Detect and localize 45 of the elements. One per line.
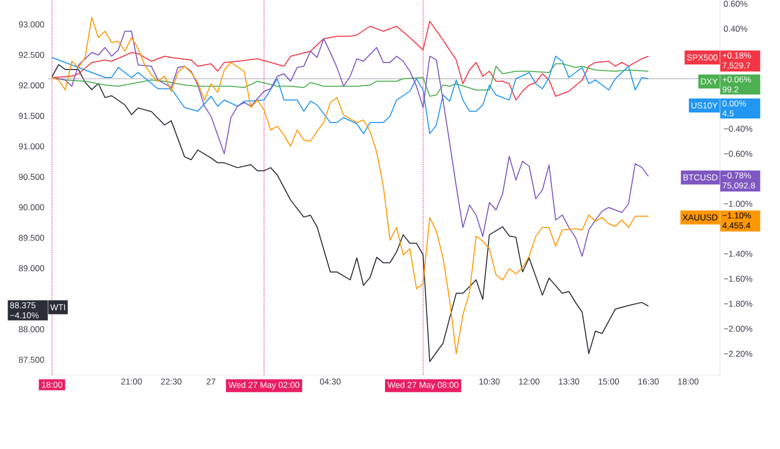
text: +0.06% 99.2 (722, 76, 751, 92)
y-tick-label: 91.000 (18, 143, 44, 150)
x-tick-label: 12:00 (519, 378, 540, 385)
y-tick-label: 91.500 (18, 112, 44, 119)
text: WTI (50, 304, 65, 310)
y-tick-label: 92.500 (18, 52, 44, 58)
ref-line-label: Wed 27 May 02:00 (228, 382, 300, 390)
text: +0.18% 7,529.7 (722, 52, 751, 70)
text: −1.10% 4,455.4 (722, 212, 751, 230)
x-tick-label: 04:30 (320, 378, 341, 385)
y-tick-label: 88.000 (18, 326, 44, 332)
y-tick-label: 89.500 (18, 234, 44, 241)
text: 88.375 −4.10% (10, 302, 39, 318)
y2-tick-label: −1.60% (724, 276, 752, 282)
legend-label: DXY (701, 78, 718, 84)
x-tick-label: 15:00 (598, 378, 619, 385)
y2-tick-label: −1.80% (724, 300, 752, 307)
x-tick-label: 22:30 (161, 378, 182, 385)
x-tick-label: 13:30 (558, 378, 580, 385)
y-tick-label: 90.500 (18, 174, 44, 180)
y-tick-label: 92.000 (18, 82, 44, 88)
y2-tick-label: −0.40% (724, 126, 752, 132)
y-tick-label: 93.000 (18, 21, 44, 28)
y2-tick-label: 0.40% (724, 26, 748, 32)
x-tick-label: 27 (206, 378, 216, 384)
y2-tick-label: −2.00% (724, 326, 752, 332)
y2-tick-label: −1.00% (724, 200, 752, 207)
ref-line-label: Wed 27 May 08:00 (388, 382, 458, 390)
x-tick-label: 21:00 (121, 378, 142, 385)
y-tick-label: 89.000 (18, 265, 44, 272)
y-tick-label: 90.000 (18, 204, 44, 210)
y2-tick-label: −2.20% (724, 350, 752, 357)
text: XAUUSD (682, 214, 718, 220)
text: 0.00% 4.5 (722, 100, 746, 116)
x-tick-label: 10:30 (479, 378, 500, 385)
y2-tick-label: 0.60% (724, 0, 748, 7)
x-tick-label: 18:00 (678, 378, 698, 385)
legend-label: US10Y (692, 102, 718, 108)
text: SPX500 (687, 54, 718, 60)
y2-tick-label: −1.40% (724, 250, 752, 257)
y-tick-label: 87.500 (18, 356, 44, 363)
text: −0.78% 75,092.8 (722, 172, 755, 190)
text: BTCUSD (684, 174, 718, 180)
x-tick-label: 16:30 (638, 378, 659, 385)
y2-tick-label: −0.60% (724, 150, 752, 157)
